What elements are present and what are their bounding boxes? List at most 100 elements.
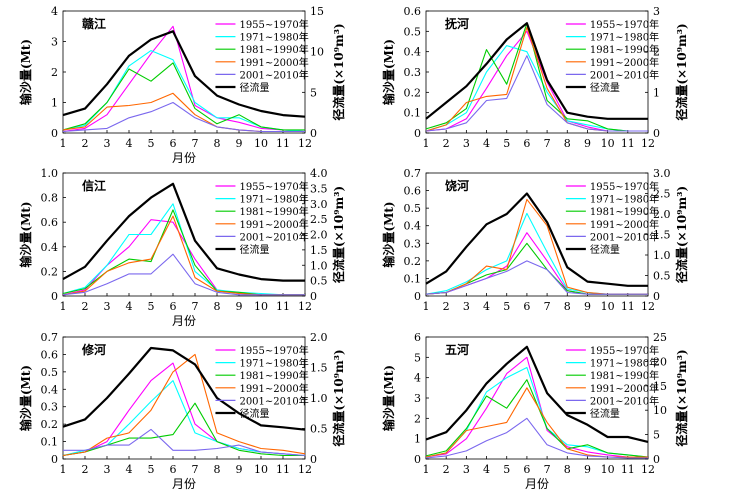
- y2-axis-title: 径流量(×10⁹m³): [331, 186, 346, 283]
- x-axis-title: 月份: [172, 477, 196, 491]
- x-tick-label: 6: [170, 300, 177, 313]
- x-tick-label: 6: [523, 137, 530, 150]
- legend-label: 1971~1980年: [239, 193, 308, 206]
- legend-label: 2001~2010年: [239, 68, 308, 81]
- x-tick-label: 1: [423, 463, 430, 476]
- series-line: [62, 253, 305, 296]
- legend-label: 2001~2010年: [590, 230, 659, 243]
- y-tick-label: 0: [51, 127, 58, 140]
- x-tick-label: 11: [621, 463, 635, 476]
- x-tick-label: 1: [423, 300, 430, 313]
- chart-panel-5: 1 2 3 4 5 6 7 8 9 10 11 1200.10.20.30.40.50.60.700.…: [18, 331, 346, 491]
- legend-label: 1981~1990年: [239, 369, 308, 382]
- y-tick-label: 0.1: [404, 272, 422, 285]
- y2-tick-label: 5: [310, 86, 317, 99]
- y2-tick-label: 20: [653, 355, 667, 368]
- y2-tick-label: 2.5: [310, 213, 328, 226]
- x-tick-label: 9: [236, 137, 243, 150]
- series-line: [425, 55, 648, 132]
- y2-tick-label: 3.0: [310, 198, 328, 211]
- x-axis-title: 月份: [172, 314, 196, 328]
- x-tick-label: 12: [641, 300, 655, 313]
- x-tick-label: 11: [621, 137, 635, 150]
- x-tick-label: 2: [82, 300, 89, 313]
- x-tick-label: 5: [148, 300, 155, 313]
- y-tick-label: 0.1: [41, 436, 59, 449]
- x-tick-label: 12: [298, 137, 312, 150]
- y-tick-label: 0.3: [41, 401, 59, 414]
- x-tick-label: 12: [298, 463, 312, 476]
- y2-tick-label: 1.0: [310, 259, 328, 272]
- y-tick-label: 0.3: [404, 237, 422, 250]
- chart-panel-2: 1 2 3 4 5 6 7 8 9 10 11 1200.10.20.30.40.50.60123输沙…: [381, 5, 689, 150]
- y-axis-title: 输沙量(Mt): [18, 39, 33, 105]
- y-tick-label: 0.4: [41, 383, 59, 396]
- x-tick-label: 12: [641, 137, 655, 150]
- y2-tick-label: 0: [310, 453, 317, 466]
- y-tick-label: 0.7: [404, 167, 422, 180]
- y2-tick-label: 3.5: [310, 182, 328, 195]
- x-tick-label: 3: [104, 463, 111, 476]
- x-tick-label: 7: [544, 137, 551, 150]
- y2-tick-label: 0: [653, 453, 660, 466]
- x-tick-label: 9: [584, 300, 591, 313]
- y2-tick-label: 10: [310, 46, 324, 59]
- y2-tick-label: 0: [653, 290, 660, 303]
- series-line: [425, 192, 648, 287]
- y2-axis-title: 径流量(×10⁹m³): [331, 23, 346, 120]
- y2-tick-label: 25: [653, 331, 667, 344]
- y2-axis-title: 径流量(×10⁹m³): [674, 23, 689, 120]
- y-tick-label: 1.0: [41, 167, 59, 180]
- y-tick-label: 3: [51, 36, 58, 49]
- y-tick-label: 5: [414, 351, 421, 364]
- y-tick-label: 0.6: [404, 185, 422, 198]
- series-line: [62, 219, 305, 296]
- x-tick-label: 11: [276, 463, 290, 476]
- x-tick-label: 6: [170, 463, 177, 476]
- series-line: [425, 22, 648, 132]
- y-tick-label: 0.4: [41, 241, 59, 254]
- y2-axis-title: 径流量(×10⁹m³): [674, 186, 689, 283]
- legend-label: 1955~1970年: [239, 344, 308, 357]
- series-line: [62, 353, 306, 457]
- series-line: [63, 428, 306, 457]
- series-line: [62, 25, 306, 133]
- y2-axis-title: 径流量(×10⁹m³): [331, 349, 346, 446]
- legend-label: 1971~1980年: [239, 31, 308, 44]
- x-tick-label: 8: [564, 137, 571, 150]
- x-tick-label: 9: [584, 137, 591, 150]
- x-tick-label: 8: [214, 300, 221, 313]
- y2-tick-label: 0: [310, 290, 317, 303]
- x-tick-label: 1: [60, 300, 67, 313]
- x-tick-label: 10: [601, 137, 615, 150]
- x-tick-label: 10: [254, 300, 268, 313]
- legend-label: 1955~1970年: [239, 180, 308, 193]
- series-line: [425, 356, 648, 458]
- y-tick-label: 4: [414, 372, 421, 385]
- y2-tick-label: 0: [653, 127, 660, 140]
- x-tick-label: 10: [254, 463, 268, 476]
- y-tick-label: 0.2: [404, 86, 422, 99]
- y2-tick-label: 2.0: [653, 208, 671, 221]
- series-line: [62, 101, 305, 133]
- x-tick-label: 11: [276, 137, 290, 150]
- y2-tick-label: 5: [653, 429, 660, 442]
- legend-label: 1981~1990年: [590, 369, 659, 382]
- x-tick-label: 3: [104, 300, 111, 313]
- y2-tick-label: 15: [310, 5, 324, 18]
- x-tick-label: 2: [82, 463, 89, 476]
- x-tick-label: 5: [503, 137, 510, 150]
- y2-tick-label: 0: [310, 127, 317, 140]
- series-line: [62, 30, 306, 118]
- legend-label: 1981~1990年: [590, 205, 659, 218]
- chart-panel-3: 1 2 3 4 5 6 7 8 9 10 11 1200.20.40.60.81.000.51.01.…: [18, 167, 346, 328]
- chart-panel-4: 1 2 3 4 5 6 7 8 9 10 11 1200.10.20.30.40.50.60.700.…: [381, 167, 689, 313]
- y-tick-label: 0.2: [41, 265, 59, 278]
- y-tick-label: 6: [414, 331, 421, 344]
- legend-label: 2001~2010年: [590, 68, 659, 81]
- x-tick-label: 6: [170, 137, 177, 150]
- y2-tick-label: 1: [653, 86, 660, 99]
- y-tick-label: 0.2: [41, 418, 59, 431]
- x-tick-label: 2: [443, 300, 450, 313]
